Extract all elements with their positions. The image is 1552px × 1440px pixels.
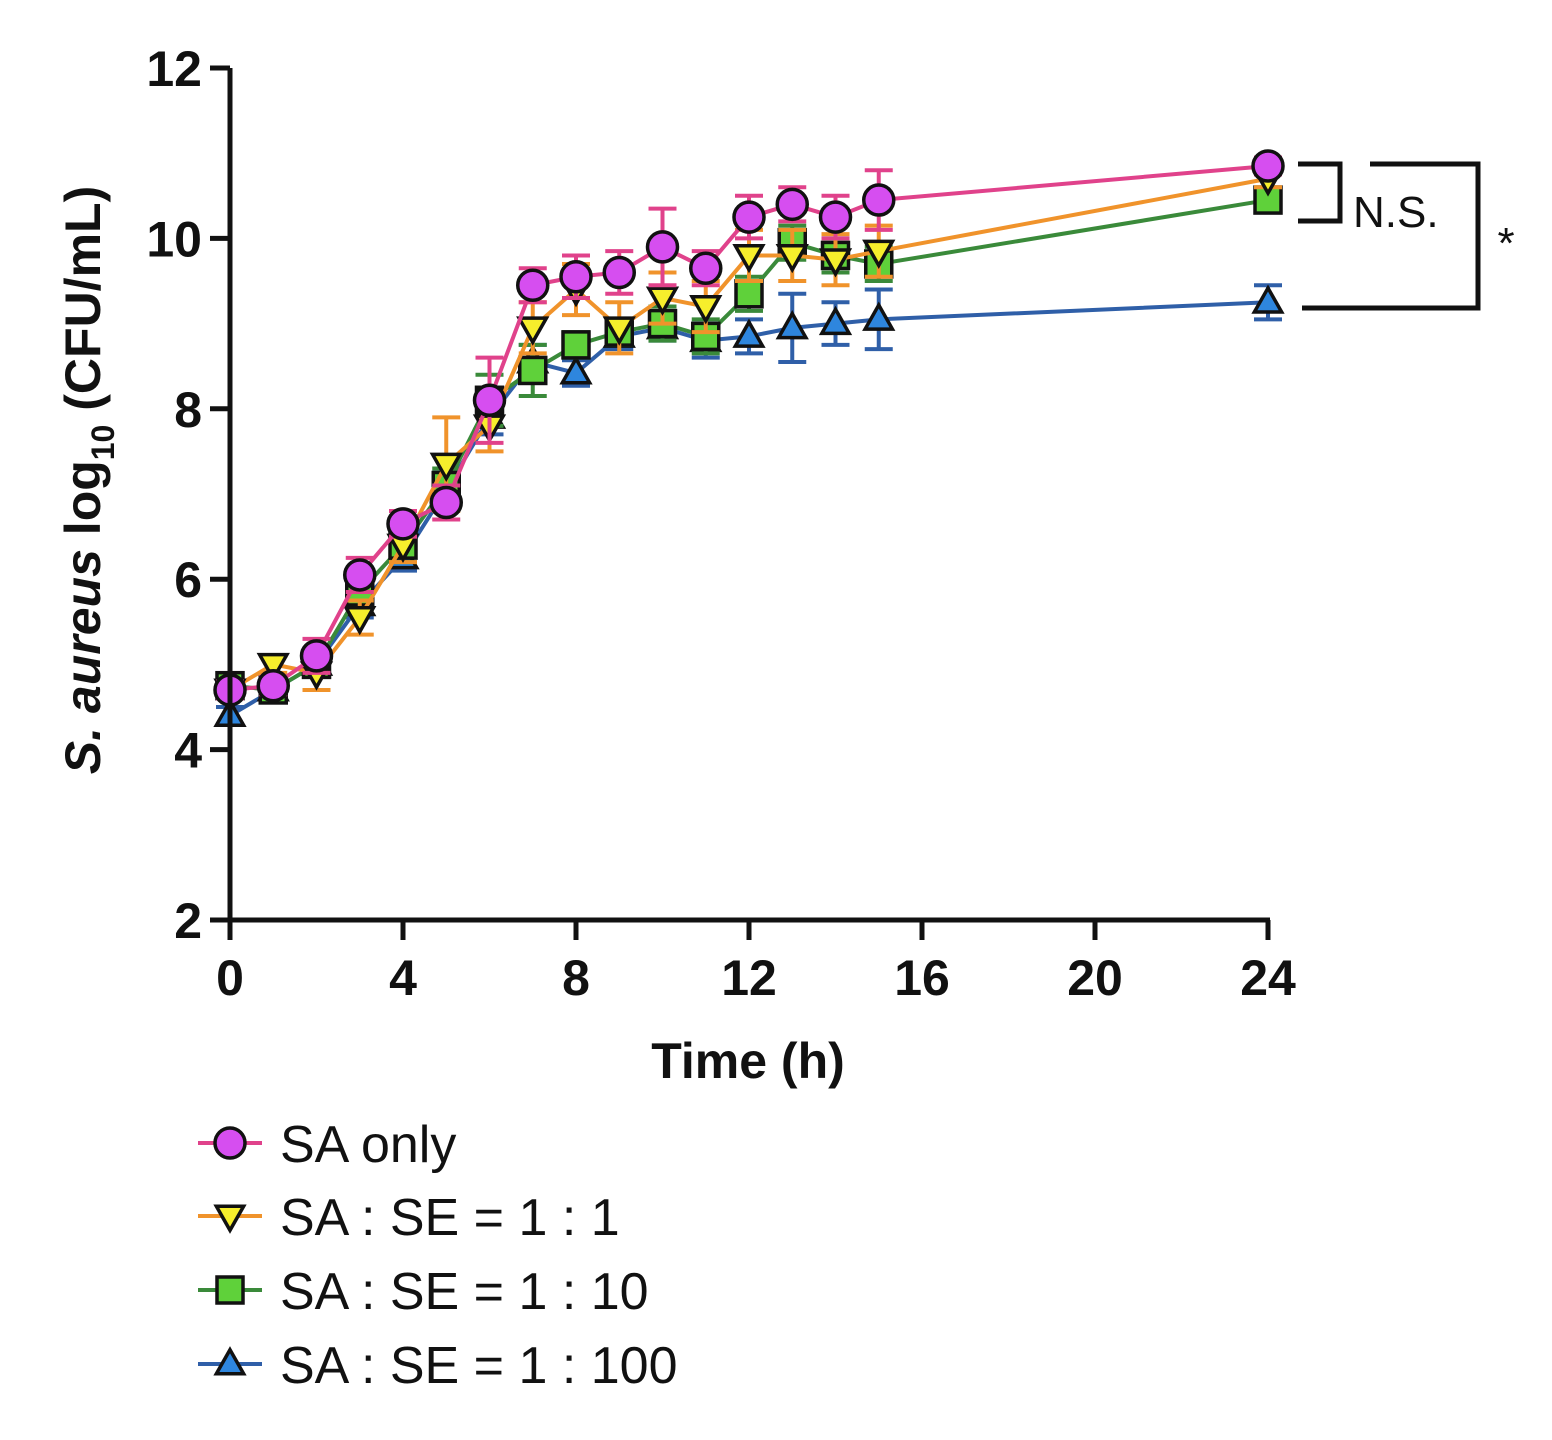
data-point xyxy=(734,279,764,309)
x-tick-label: 4 xyxy=(389,950,417,1006)
data-point xyxy=(256,652,290,683)
legend-label: SA : SE = 1 : 10 xyxy=(280,1263,649,1321)
x-tick-label: 24 xyxy=(1240,950,1296,1006)
y-tick-label: 8 xyxy=(174,382,202,438)
x-tick-label: 16 xyxy=(894,950,950,1006)
data-point xyxy=(862,301,896,331)
legend: SA only SA : SE = 1 : 1 SA : SE = 1 : 10 SA… xyxy=(198,1116,678,1395)
data-point xyxy=(732,318,766,348)
data-point xyxy=(343,606,377,636)
x-tick-label: 20 xyxy=(1067,950,1123,1006)
data-point xyxy=(818,305,853,336)
sig-label: * xyxy=(1497,219,1514,268)
data-point xyxy=(732,243,766,274)
data-point xyxy=(518,355,548,386)
legend-marker xyxy=(213,1204,247,1234)
legend-item: SA : SE = 1 : 10 xyxy=(198,1263,649,1321)
legend-label: SA : SE = 1 : 1 xyxy=(280,1189,620,1247)
y-axis-title: S. aureus log10 (CFU/mL) xyxy=(55,186,121,774)
series-line xyxy=(228,300,1269,718)
data-point xyxy=(818,200,853,234)
data-point xyxy=(256,668,290,703)
series-3 xyxy=(213,149,1285,707)
data-point xyxy=(386,507,420,541)
y-tick-label: 2 xyxy=(174,893,202,949)
legend-marker xyxy=(215,1275,245,1305)
y-axis-title-log: log xyxy=(55,460,111,535)
data-point xyxy=(429,452,463,483)
y-tick-label: 10 xyxy=(146,211,202,267)
y-tick-label: 6 xyxy=(174,552,202,608)
legend-item: SA : SE = 1 : 1 xyxy=(198,1189,620,1247)
data-point xyxy=(429,485,463,520)
legend-marker xyxy=(213,1126,247,1160)
data-point xyxy=(645,230,680,264)
data-point xyxy=(561,330,591,360)
sig-bracket xyxy=(1302,161,1481,311)
data-point xyxy=(689,251,723,285)
data-point xyxy=(1251,149,1285,183)
ns-label: N.S. xyxy=(1353,188,1439,237)
plot-area xyxy=(213,149,1285,728)
legend-label: SA : SE = 1 : 100 xyxy=(280,1337,678,1395)
legend-item: SA : SE = 1 : 100 xyxy=(198,1337,678,1395)
data-point xyxy=(775,310,809,340)
data-point xyxy=(645,286,680,316)
data-point xyxy=(516,316,550,346)
y-axis-title-unit: (CFU/mL) xyxy=(55,186,111,411)
legend-label: SA only xyxy=(280,1116,456,1174)
series-0 xyxy=(213,283,1285,728)
x-tick-label: 0 xyxy=(216,950,244,1006)
data-point xyxy=(775,243,809,274)
data-point xyxy=(602,255,636,290)
y-axis-title-sub: 10 xyxy=(85,425,121,461)
y-axis-title-italic: S. aureus xyxy=(55,549,111,774)
ns-bracket xyxy=(1298,161,1343,224)
x-tick-label: 8 xyxy=(562,950,590,1006)
data-point xyxy=(818,248,853,278)
x-tick-label: 12 xyxy=(721,950,777,1006)
data-point xyxy=(343,558,377,592)
series-2 xyxy=(213,167,1285,708)
legend-marker xyxy=(213,1346,247,1376)
data-point xyxy=(602,316,636,346)
data-point xyxy=(472,383,507,418)
data-point xyxy=(862,239,896,270)
data-point xyxy=(559,355,593,385)
legend-item: SA only xyxy=(198,1116,456,1174)
data-point xyxy=(559,259,593,294)
x-axis-title: Time (h) xyxy=(651,1033,845,1089)
y-tick-label: 4 xyxy=(174,723,202,779)
data-point xyxy=(516,268,550,303)
data-point xyxy=(775,187,809,222)
y-tick-label: 12 xyxy=(146,41,202,97)
data-point xyxy=(1251,284,1285,314)
data-point xyxy=(689,295,723,325)
data-point xyxy=(862,183,896,217)
data-point xyxy=(299,639,334,673)
data-point xyxy=(732,200,766,234)
